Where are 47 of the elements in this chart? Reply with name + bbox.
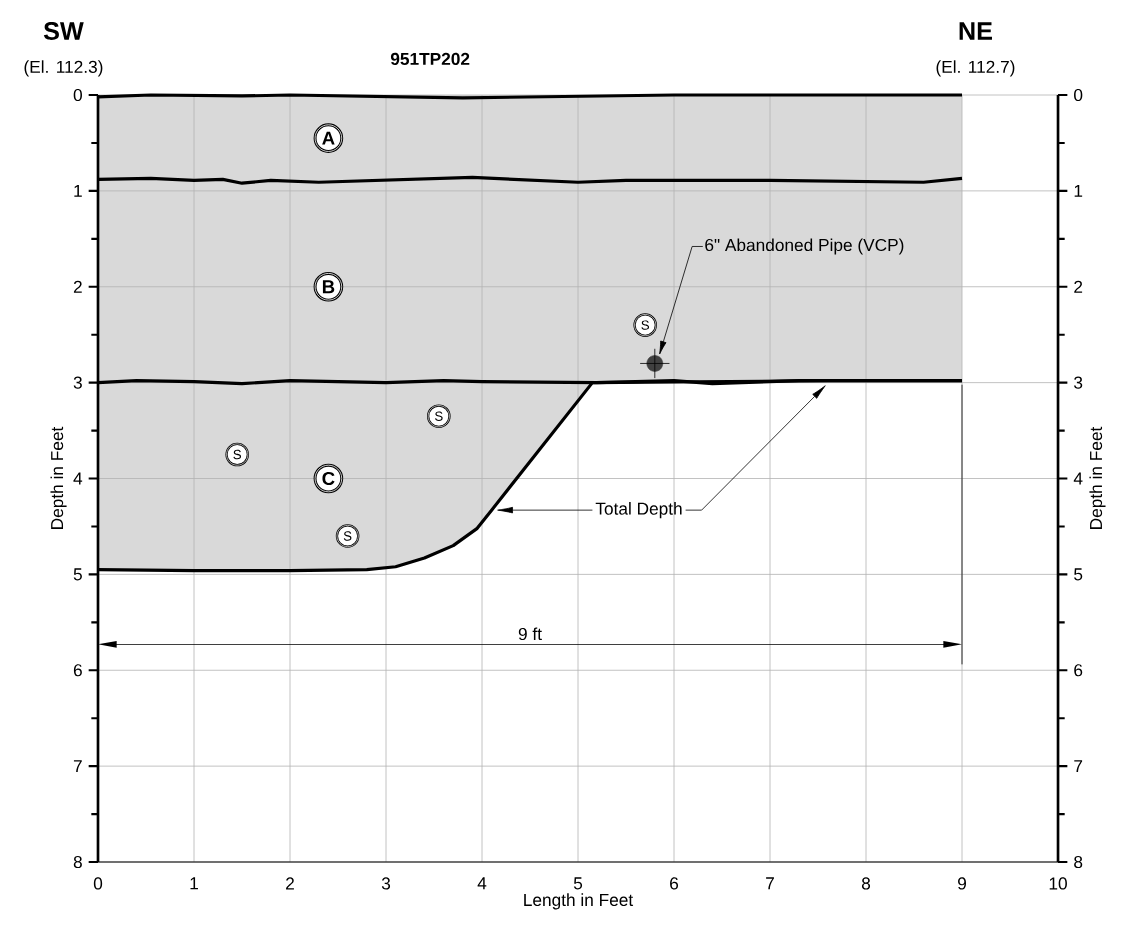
text: SW: [43, 22, 84, 40]
y-tick-label: 3: [73, 376, 82, 389]
x-tick-label: 0: [93, 877, 103, 890]
y-tick-label: 6: [73, 664, 82, 677]
y-tick-label: 7: [73, 760, 82, 773]
y-tick-label: 4: [73, 472, 83, 485]
x-tick-label: 7: [766, 877, 774, 890]
x-tick-label: 10: [1049, 877, 1067, 890]
text: (El. 112.3): [24, 60, 103, 77]
y2-tick-label: 1: [1074, 184, 1083, 197]
y-tick-label: 1: [74, 184, 82, 197]
annotation: Total Depth: [595, 502, 682, 519]
annotation: S: [434, 411, 443, 421]
x-tick-label: 9: [958, 877, 966, 890]
x-tick-label: 2: [286, 877, 294, 890]
annotation: S: [233, 449, 242, 460]
y-axis-title: Depth in Feet: [50, 426, 67, 529]
x-tick-label: 4: [477, 877, 487, 890]
x-tick-label: 6: [670, 877, 679, 890]
y2-tick-label: 3: [1074, 376, 1083, 389]
chart-title: 951TP202: [390, 52, 470, 66]
y2-tick-label: 4: [1073, 472, 1083, 485]
x-axis-title: Length in Feet: [524, 893, 634, 910]
annotation: B: [322, 280, 335, 294]
y-tick-label: 0: [73, 88, 82, 102]
x-tick-label: 3: [381, 877, 391, 890]
annotation: C: [322, 471, 335, 486]
y-tick-label: 5: [73, 568, 82, 581]
y-tick-label: 2: [73, 280, 82, 293]
y2-tick-label: 8: [1074, 855, 1083, 869]
y2-axis-title: Depth in Feet: [1089, 426, 1106, 529]
annotation: S: [343, 531, 352, 541]
y2-tick-label: 7: [1074, 760, 1083, 773]
annotation: S: [641, 320, 650, 330]
text: NE: [959, 22, 992, 40]
x-tick-label: 1: [190, 877, 198, 890]
y-tick-label: 8: [73, 855, 82, 869]
y2-tick-label: 2: [1074, 280, 1083, 293]
annotation: A: [322, 131, 335, 145]
annotation: 6" Abandoned Pipe (VCP): [705, 238, 904, 255]
annotation: 9 ft: [518, 627, 542, 641]
y2-tick-label: 0: [1074, 88, 1083, 102]
x-tick-label: 5: [573, 877, 583, 890]
x-tick-label: 8: [861, 877, 871, 890]
y2-tick-label: 5: [1074, 568, 1083, 581]
y2-tick-label: 6: [1074, 664, 1083, 677]
text: (El. 112.7): [936, 60, 1015, 77]
